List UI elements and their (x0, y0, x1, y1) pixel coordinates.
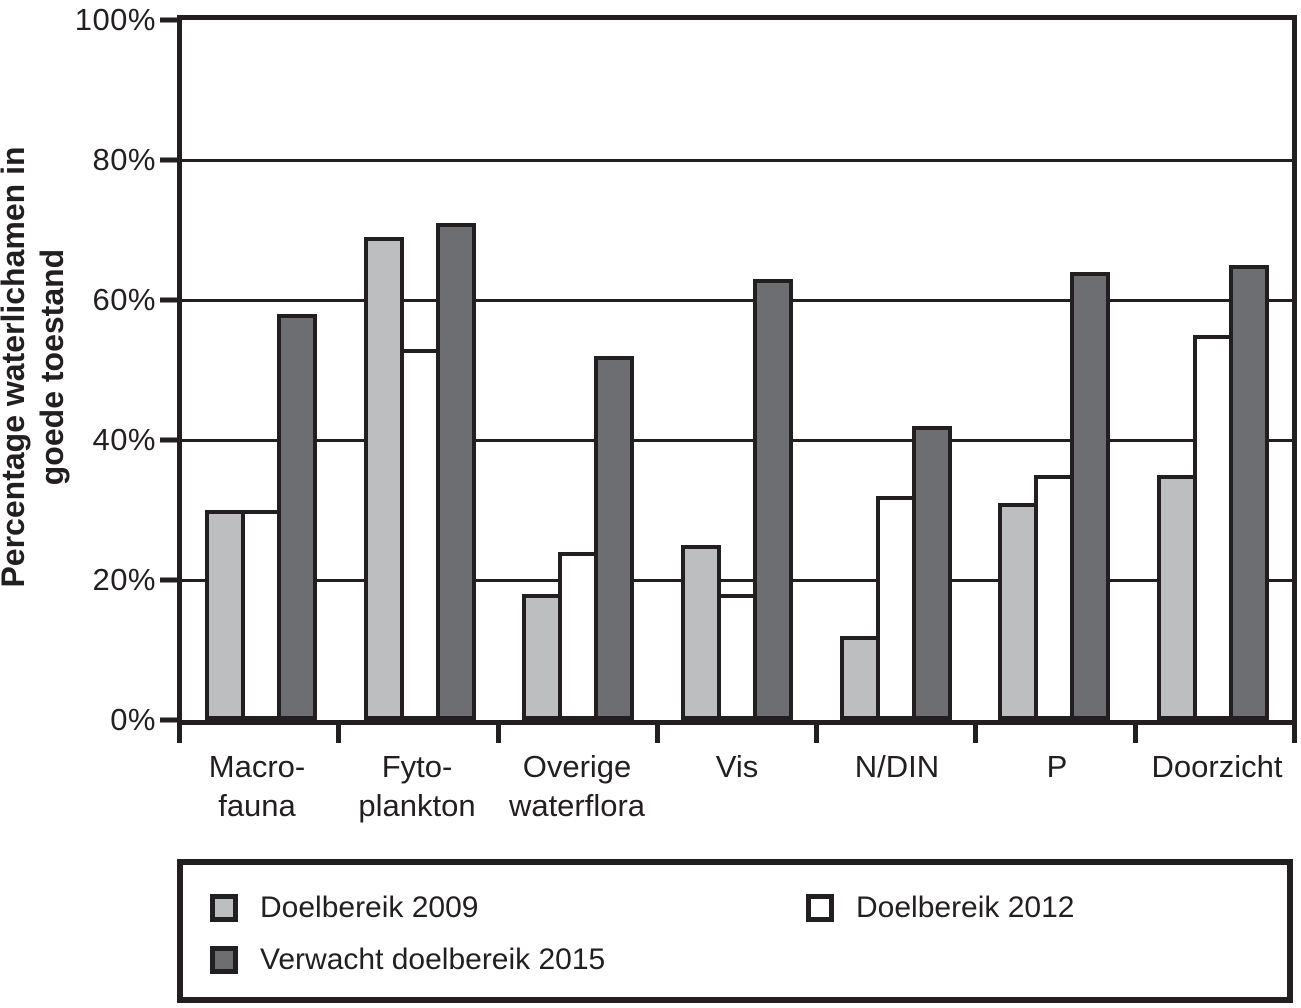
x-label-p: P (977, 747, 1137, 786)
y-tick-mark-100 (160, 17, 177, 23)
x-label-macrofauna: Macro-fauna (177, 747, 337, 825)
x-label-doorzicht: Doorzicht (1137, 747, 1297, 786)
x-axis-tick-marks (177, 725, 1297, 745)
bar-n-din-series-0 (839, 636, 880, 720)
bar-vis-series-2 (753, 279, 793, 720)
bar-fytoplankton-series-0 (363, 237, 404, 720)
x-tick-mark-7 (1292, 725, 1297, 743)
x-label-doorzicht-line-1: Doorzicht (1151, 749, 1283, 784)
x-label-macrofauna-line-1: Macro- (208, 749, 306, 784)
x-label-fytoplankton-line-1: Fyto- (381, 749, 453, 784)
x-label-vis: Vis (657, 747, 817, 786)
y-axis-tick-marks (160, 15, 177, 725)
x-label-macrofauna-line-2: fauna (218, 788, 296, 823)
bar-p-series-0 (998, 503, 1039, 720)
bar-p-series-1 (1034, 475, 1075, 720)
y-tick-mark-0 (160, 717, 177, 723)
y-tick-mark-40 (160, 437, 177, 443)
x-tick-mark-0 (177, 725, 182, 743)
bar-macrofauna-series-0 (205, 510, 246, 720)
bar-vis-series-0 (681, 545, 721, 720)
bar-doorzicht-series-1 (1192, 335, 1233, 720)
bar-macrofauna-series-2 (277, 314, 318, 720)
legend-label-1: Doelbereik 2012 (856, 891, 1075, 924)
x-label-fytoplankton: Fyto-plankton (337, 747, 497, 825)
y-tick-label-0: 0% (110, 702, 156, 737)
x-label-n-din-line-1: N/DIN (854, 749, 940, 784)
gridline-80pct (182, 158, 1292, 162)
bar-overige-waterflora-series-2 (594, 356, 635, 720)
legend-item-2: Verwacht doelbereik 2015 (210, 943, 605, 977)
bar-p-series-2 (1070, 272, 1111, 720)
y-tick-mark-60 (160, 297, 177, 303)
x-label-n-din: N/DIN (817, 747, 977, 786)
legend-swatch-2 (210, 946, 238, 974)
legend-swatch-0 (210, 894, 238, 922)
y-tick-label-20: 20% (92, 562, 156, 597)
x-label-p-line-1: P (1046, 749, 1068, 784)
legend-label-2: Verwacht doelbereik 2015 (260, 943, 606, 976)
bar-doorzicht-series-2 (1228, 265, 1269, 720)
x-label-overige-waterflora-line-1: Overige (522, 749, 632, 784)
bar-overige-waterflora-series-0 (522, 594, 563, 720)
bar-doorzicht-series-0 (1156, 475, 1197, 720)
bar-overige-waterflora-series-1 (558, 552, 599, 720)
legend-item-0: Doelbereik 2009 (210, 891, 478, 925)
plot-area (177, 15, 1297, 725)
legend-item-1: Doelbereik 2012 (806, 891, 1074, 925)
y-tick-label-40: 40% (92, 422, 156, 457)
y-tick-label-80: 80% (92, 142, 156, 177)
x-tick-mark-5 (973, 725, 979, 743)
x-tick-mark-4 (814, 725, 820, 743)
legend-box: Doelbereik 2009 Doelbereik 2012 Verwacht d… (177, 859, 1293, 1003)
bar-fytoplankton-series-1 (399, 349, 440, 720)
legend-swatch-1 (806, 894, 834, 922)
y-tick-label-100: 100% (74, 2, 156, 37)
x-label-overige-waterflora-line-2: waterflora (508, 788, 646, 823)
gridline-40pct (182, 438, 1292, 442)
y-tick-label-60: 60% (92, 282, 156, 317)
x-label-overige-waterflora: Overige waterflora (497, 747, 657, 825)
bar-macrofauna-series-1 (241, 510, 282, 720)
x-tick-mark-6 (1132, 725, 1138, 743)
x-tick-mark-2 (495, 725, 501, 743)
bar-fytoplankton-series-2 (435, 223, 476, 720)
x-label-fytoplankton-line-2: plankton (358, 788, 476, 823)
y-tick-mark-20 (160, 577, 177, 583)
gridline-60pct (182, 298, 1292, 302)
y-tick-mark-80 (160, 157, 177, 163)
bar-vis-series-1 (717, 594, 757, 720)
bar-n-din-series-2 (911, 426, 952, 720)
bar-n-din-series-1 (875, 496, 916, 720)
x-tick-mark-1 (336, 725, 342, 743)
y-axis-labels: 100% 80% 60% 40% 20% 0% (0, 2, 156, 737)
x-label-vis-line-1: Vis (715, 749, 759, 784)
x-tick-mark-3 (654, 725, 660, 743)
legend-label-0: Doelbereik 2009 (260, 891, 479, 924)
gridline-20pct (182, 578, 1292, 582)
